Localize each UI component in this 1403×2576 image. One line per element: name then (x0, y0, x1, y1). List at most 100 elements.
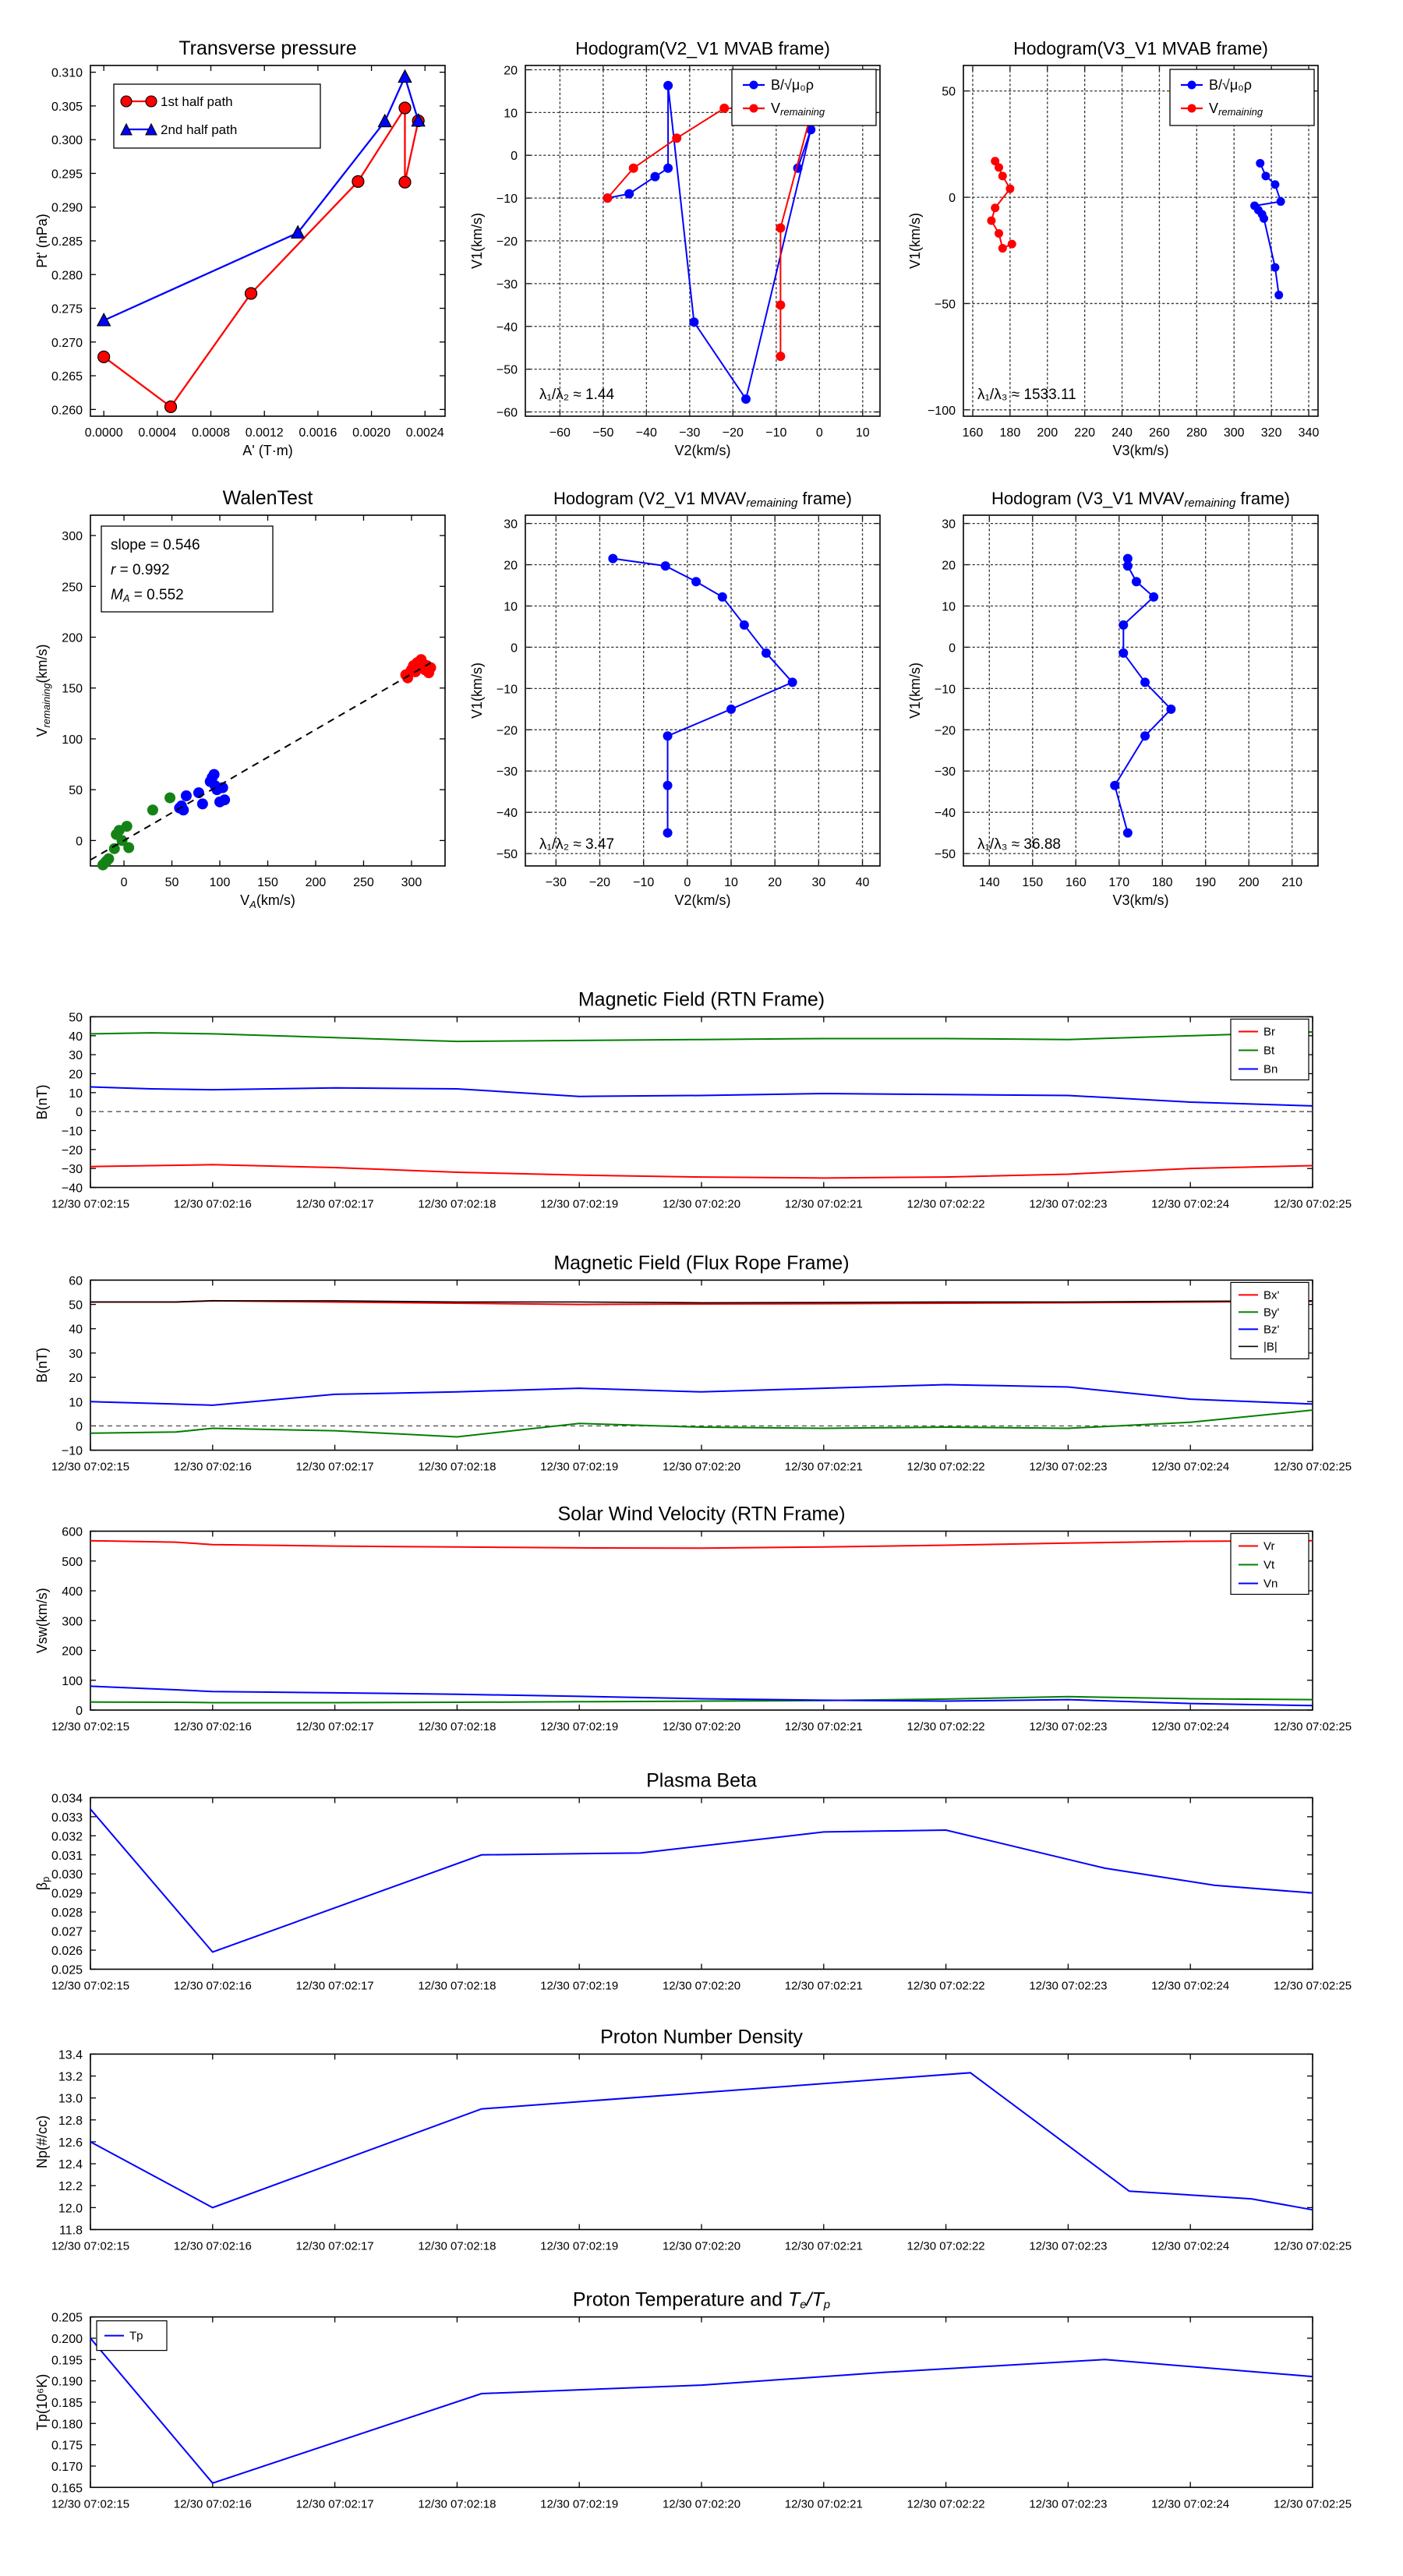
svg-text:20: 20 (504, 560, 518, 573)
svg-text:10: 10 (942, 600, 956, 613)
svg-text:60: 60 (69, 1274, 83, 1288)
svg-text:12/30 07:02:21: 12/30 07:02:21 (785, 1720, 863, 1733)
svg-text:12/30 07:02:22: 12/30 07:02:22 (907, 1720, 985, 1733)
svg-text:λ₁/λ₂ ≈ 1.44: λ₁/λ₂ ≈ 1.44 (539, 387, 614, 403)
svg-text:0.0008: 0.0008 (192, 426, 230, 440)
svg-text:12/30 07:02:20: 12/30 07:02:20 (663, 1980, 740, 1993)
svg-text:0.029: 0.029 (51, 1888, 83, 1901)
svg-text:−50: −50 (497, 848, 518, 861)
svg-text:12/30 07:02:25: 12/30 07:02:25 (1274, 1980, 1352, 1993)
svg-text:12/30 07:02:16: 12/30 07:02:16 (174, 1720, 252, 1733)
svg-text:0.0004: 0.0004 (138, 426, 176, 440)
svg-text:MA = 0.552: MA = 0.552 (111, 587, 184, 604)
svg-text:0.185: 0.185 (51, 2397, 83, 2410)
svg-text:12/30 07:02:24: 12/30 07:02:24 (1151, 2240, 1229, 2253)
svg-text:Transverse pressure: Transverse pressure (178, 37, 356, 59)
svg-text:12/30 07:02:15: 12/30 07:02:15 (51, 1980, 129, 1993)
svg-text:−10: −10 (497, 683, 518, 696)
svg-text:−10: −10 (765, 426, 786, 440)
svg-text:−50: −50 (592, 426, 613, 440)
svg-text:12/30 07:02:15: 12/30 07:02:15 (51, 2497, 129, 2511)
svg-text:−30: −30 (546, 876, 567, 889)
svg-text:Bt: Bt (1263, 1044, 1275, 1058)
svg-text:λ₁/λ₂ ≈ 3.47: λ₁/λ₂ ≈ 3.47 (539, 836, 614, 853)
svg-text:0.195: 0.195 (51, 2354, 83, 2367)
svg-text:Vsw(km/s): Vsw(km/s) (34, 1588, 50, 1653)
svg-text:0.0000: 0.0000 (85, 426, 123, 440)
svg-text:0.300: 0.300 (51, 134, 83, 147)
svg-text:180: 180 (1000, 426, 1021, 440)
svg-text:V1(km/s): V1(km/s) (469, 213, 485, 269)
svg-text:150: 150 (1022, 876, 1043, 889)
svg-text:Br: Br (1263, 1026, 1275, 1039)
svg-text:Bz': Bz' (1263, 1323, 1280, 1336)
svg-text:13.2: 13.2 (58, 2071, 83, 2084)
svg-text:0.0020: 0.0020 (352, 426, 391, 440)
svg-text:180: 180 (1152, 876, 1173, 889)
svg-text:−30: −30 (497, 765, 518, 779)
svg-text:12/30 07:02:21: 12/30 07:02:21 (785, 1461, 863, 1474)
svg-text:600: 600 (62, 1526, 83, 1539)
svg-text:12/30 07:02:19: 12/30 07:02:19 (540, 1461, 618, 1474)
svg-text:|B|: |B| (1263, 1340, 1278, 1353)
svg-text:r = 0.992: r = 0.992 (111, 562, 170, 578)
svg-text:0: 0 (76, 1705, 83, 1718)
svg-text:−20: −20 (62, 1144, 83, 1157)
svg-text:0.270: 0.270 (51, 337, 83, 350)
svg-text:12/30 07:02:21: 12/30 07:02:21 (785, 1980, 863, 1993)
svg-text:100: 100 (210, 876, 231, 889)
svg-text:12/30 07:02:18: 12/30 07:02:18 (418, 2497, 496, 2511)
svg-text:V2(km/s): V2(km/s) (675, 892, 731, 908)
svg-text:1st half path: 1st half path (161, 94, 233, 109)
svg-text:20: 20 (942, 560, 956, 573)
svg-text:12/30 07:02:25: 12/30 07:02:25 (1274, 1198, 1352, 1211)
svg-text:12/30 07:02:21: 12/30 07:02:21 (785, 2240, 863, 2253)
svg-text:50: 50 (165, 876, 179, 889)
svg-text:−20: −20 (589, 876, 610, 889)
svg-text:V1(km/s): V1(km/s) (907, 213, 923, 269)
svg-text:12/30 07:02:25: 12/30 07:02:25 (1274, 2240, 1352, 2253)
svg-text:12/30 07:02:24: 12/30 07:02:24 (1151, 2497, 1229, 2511)
svg-text:12/30 07:02:23: 12/30 07:02:23 (1029, 2497, 1107, 2511)
svg-text:Vn: Vn (1263, 1578, 1278, 1591)
svg-text:10: 10 (724, 876, 738, 889)
svg-text:12/30 07:02:16: 12/30 07:02:16 (174, 1198, 252, 1211)
svg-text:−20: −20 (935, 724, 956, 737)
svg-text:Hodogram(V2_V1 MVAB frame): Hodogram(V2_V1 MVAB frame) (575, 38, 830, 58)
svg-text:0.280: 0.280 (51, 269, 83, 282)
svg-text:12/30 07:02:24: 12/30 07:02:24 (1151, 1720, 1229, 1733)
svg-text:0.030: 0.030 (51, 1868, 83, 1882)
svg-text:12/30 07:02:17: 12/30 07:02:17 (296, 1980, 374, 1993)
svg-text:−10: −10 (935, 683, 956, 696)
svg-text:Hodogram (V3_V1 MVAVremaining: Hodogram (V3_V1 MVAVremaining frame) (991, 489, 1290, 510)
svg-text:20: 20 (768, 876, 782, 889)
svg-text:12/30 07:02:18: 12/30 07:02:18 (418, 2240, 496, 2253)
svg-text:10: 10 (856, 426, 870, 440)
svg-text:12/30 07:02:16: 12/30 07:02:16 (174, 2240, 252, 2253)
svg-text:12/30 07:02:15: 12/30 07:02:15 (51, 1198, 129, 1211)
svg-text:B/√μ₀ρ: B/√μ₀ρ (1209, 77, 1252, 93)
svg-text:−10: −10 (62, 1125, 83, 1139)
svg-text:Hodogram (V2_V1 MVAVremaining: Hodogram (V2_V1 MVAVremaining frame) (553, 489, 852, 510)
svg-text:0.305: 0.305 (51, 101, 83, 114)
svg-text:0.028: 0.028 (51, 1906, 83, 1920)
svg-text:12.4: 12.4 (58, 2158, 83, 2171)
svg-text:Proton Temperature and Te/Tp: Proton Temperature and Te/Tp (573, 2289, 830, 2312)
svg-text:190: 190 (1195, 876, 1216, 889)
svg-text:−30: −30 (497, 278, 518, 292)
svg-text:12/30 07:02:23: 12/30 07:02:23 (1029, 1980, 1107, 1993)
svg-text:12/30 07:02:23: 12/30 07:02:23 (1029, 1720, 1107, 1733)
svg-text:40: 40 (69, 1323, 83, 1337)
svg-text:12/30 07:02:19: 12/30 07:02:19 (540, 2240, 618, 2253)
svg-text:−20: −20 (497, 724, 518, 737)
svg-text:12/30 07:02:17: 12/30 07:02:17 (296, 1198, 374, 1211)
svg-text:12/30 07:02:25: 12/30 07:02:25 (1274, 1461, 1352, 1474)
svg-text:10: 10 (69, 1087, 83, 1101)
svg-text:B(nT): B(nT) (34, 1085, 50, 1120)
svg-text:12/30 07:02:24: 12/30 07:02:24 (1151, 1980, 1229, 1993)
svg-text:0.310: 0.310 (51, 67, 83, 80)
svg-text:V3(km/s): V3(km/s) (1113, 892, 1169, 908)
svg-text:0: 0 (511, 641, 518, 655)
svg-text:12/30 07:02:22: 12/30 07:02:22 (907, 1198, 985, 1211)
svg-text:0: 0 (816, 426, 823, 440)
